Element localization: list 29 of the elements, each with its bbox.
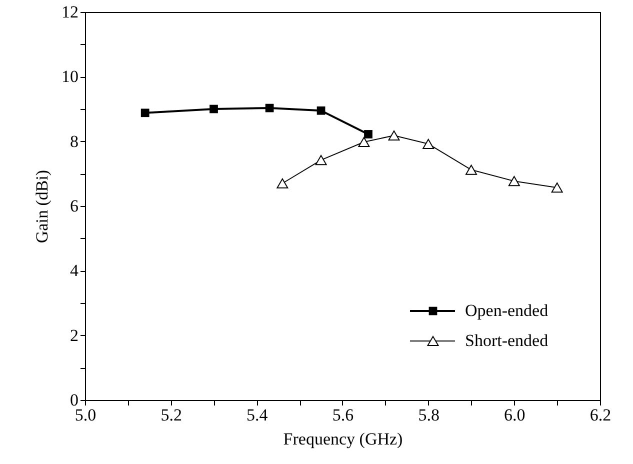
point bbox=[466, 164, 477, 175]
x-axis-title: Frequency (GHz) bbox=[283, 430, 403, 448]
point bbox=[210, 104, 218, 114]
x-tick-label: 5.6 bbox=[332, 406, 354, 424]
y-tick-label: 8 bbox=[70, 132, 78, 151]
point bbox=[364, 130, 372, 138]
point bbox=[422, 138, 434, 149]
point bbox=[551, 182, 563, 193]
y-tick-label: 6 bbox=[70, 196, 78, 216]
point bbox=[316, 106, 326, 115]
point bbox=[276, 178, 288, 188]
point bbox=[315, 155, 327, 166]
point bbox=[508, 176, 520, 186]
x-tick-label: 6.0 bbox=[504, 406, 526, 424]
point bbox=[358, 136, 370, 148]
x-tick-label: 5.4 bbox=[246, 406, 268, 424]
y-tick-label: 12 bbox=[62, 2, 78, 22]
x-tick-label: 5.2 bbox=[160, 406, 182, 424]
x-tick-label: 6.2 bbox=[590, 406, 612, 424]
y-tick-label: 4 bbox=[70, 261, 79, 280]
y-axis-title: Gain (dBi) bbox=[32, 170, 52, 244]
y-tick-label: 10 bbox=[62, 67, 78, 86]
point bbox=[388, 130, 400, 141]
legend-label: Open-ended bbox=[465, 301, 549, 320]
legend-label: Short-ended bbox=[465, 331, 549, 350]
x-tick-label: 5.8 bbox=[418, 406, 440, 424]
y-tick-label: 2 bbox=[70, 326, 78, 345]
point bbox=[140, 108, 150, 118]
point bbox=[265, 104, 274, 112]
